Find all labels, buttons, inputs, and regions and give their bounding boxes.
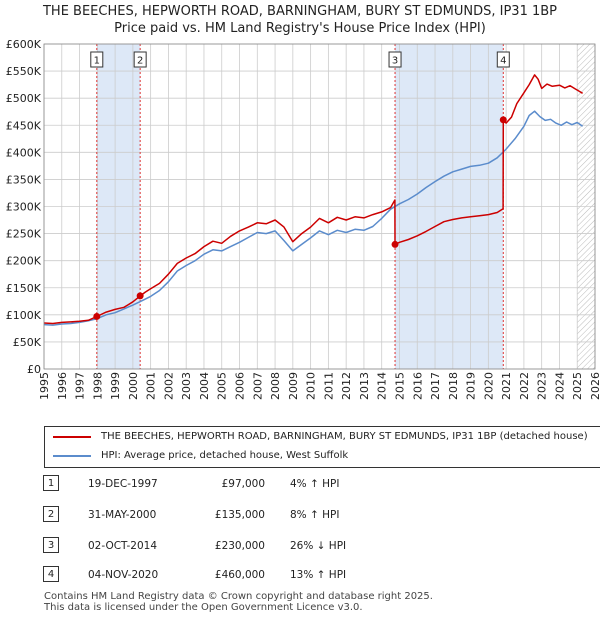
x-tick-label: 2016	[411, 372, 424, 400]
chart-title-line1: THE BEECHES, HEPWORTH ROAD, BARNINGHAM, …	[42, 4, 557, 19]
x-tick-label: 2006	[234, 372, 247, 400]
sale-marker-label: 3	[392, 56, 398, 67]
y-tick-label: £50K	[13, 336, 42, 349]
y-tick-label: £600K	[6, 38, 42, 51]
x-tick-label: 2004	[198, 372, 211, 400]
sale-point	[499, 116, 507, 124]
sale-hpi-diff: 26% ↓ HPI	[290, 540, 347, 552]
sale-point	[391, 240, 399, 248]
x-tick-label: 1996	[56, 372, 69, 400]
y-tick-label: £550K	[6, 65, 42, 78]
sale-row: 4 04-NOV-2020 £460,000 13% ↑ HPI	[0, 565, 600, 585]
sale-marker-label: 1	[94, 56, 100, 67]
sale-hpi-diff: 4% ↑ HPI	[290, 478, 340, 490]
x-tick-label: 2005	[216, 372, 229, 400]
y-tick-label: £200K	[6, 255, 42, 268]
y-tick-label: £100K	[6, 309, 42, 322]
x-tick-label: 2013	[358, 372, 371, 400]
sale-price: £230,000	[214, 540, 265, 552]
x-tick-label: 2020	[482, 372, 495, 400]
plot-frame	[43, 43, 596, 370]
x-tick-label: 2012	[340, 372, 353, 400]
sale-price: £460,000	[214, 569, 265, 581]
y-tick-label: £500K	[6, 92, 42, 105]
x-tick-label: 2011	[322, 372, 335, 400]
sale-marker-box	[496, 51, 510, 68]
x-tick-label: 2018	[447, 372, 460, 400]
property-price-line	[43, 74, 583, 325]
y-tick-label: £350K	[6, 173, 42, 186]
sale-number: 1	[43, 475, 59, 491]
chart-title-line2: Price paid vs. HM Land Registry's House …	[114, 21, 486, 36]
x-tick-label: 2023	[536, 372, 549, 400]
x-tick-label: 1999	[109, 372, 122, 400]
x-tick-label: 1997	[74, 372, 87, 400]
legend-label-property: THE BEECHES, HEPWORTH ROAD, BARNINGHAM, …	[101, 431, 588, 442]
legend-label-hpi: HPI: Average price, detached house, West…	[101, 450, 349, 461]
sale-marker-box	[90, 51, 104, 68]
footer-licence: This data is licensed under the Open Gov…	[44, 602, 363, 613]
x-tick-label: 2003	[180, 372, 193, 400]
x-tick-label: 2026	[589, 372, 600, 400]
chart-legend: THE BEECHES, HEPWORTH ROAD, BARNINGHAM, …	[44, 426, 600, 468]
x-tick-label: 2025	[571, 372, 584, 400]
y-tick-label: £250K	[6, 228, 42, 241]
x-tick-label: 2001	[145, 372, 158, 400]
sale-marker-label: 4	[500, 56, 506, 67]
sale-marker-label: 2	[137, 56, 143, 67]
x-tick-label: 2000	[127, 372, 140, 400]
y-tick-label: £450K	[6, 119, 42, 132]
footer-copyright: Contains HM Land Registry data © Crown c…	[44, 591, 433, 602]
y-tick-label: £400K	[6, 146, 42, 159]
sale-price: £97,000	[221, 478, 265, 490]
sale-row: 3 02-OCT-2014 £230,000 26% ↓ HPI	[0, 536, 600, 556]
sale-point	[93, 312, 101, 320]
x-tick-label: 2021	[500, 372, 513, 400]
y-tick-label: £150K	[6, 282, 42, 295]
x-tick-label: 2014	[376, 372, 389, 400]
sale-number: 3	[43, 537, 59, 553]
x-tick-label: 2008	[269, 372, 282, 400]
y-tick-label: £0	[27, 363, 41, 376]
legend-swatch-property	[53, 436, 91, 438]
sale-date: 31-MAY-2000	[88, 509, 157, 521]
x-tick-label: 2015	[393, 372, 406, 400]
y-tick-label: £300K	[6, 201, 42, 214]
hpi-line	[43, 110, 584, 326]
sale-date: 04-NOV-2020	[88, 569, 159, 581]
x-tick-label: 2022	[518, 372, 531, 400]
sale-price: £135,000	[214, 509, 265, 521]
sale-number: 2	[43, 506, 59, 522]
sale-marker-box	[133, 51, 147, 68]
sale-point	[136, 292, 144, 300]
sale-row: 2 31-MAY-2000 £135,000 8% ↑ HPI	[0, 505, 600, 525]
x-tick-label: 2024	[553, 372, 566, 400]
sale-date: 19-DEC-1997	[88, 478, 158, 490]
x-tick-label: 2010	[305, 372, 318, 400]
sale-date: 02-OCT-2014	[88, 540, 157, 552]
x-tick-label: 1998	[91, 372, 104, 400]
sale-number: 4	[43, 566, 59, 582]
sale-row: 1 19-DEC-1997 £97,000 4% ↑ HPI	[0, 474, 600, 494]
x-tick-label: 2009	[287, 372, 300, 400]
sale-hpi-diff: 13% ↑ HPI	[290, 569, 347, 581]
x-tick-label: 2007	[251, 372, 264, 400]
legend-swatch-hpi	[53, 455, 91, 457]
price-chart: 1 2 3 4 £0 £50K £100K £150K £200K £250K £300K £350K…	[6, 38, 600, 400]
x-tick-label: 2019	[465, 372, 478, 400]
x-tick-label: 2017	[429, 372, 442, 400]
x-tick-label: 1995	[38, 372, 51, 400]
sale-marker-box	[388, 51, 402, 68]
x-tick-label: 2002	[162, 372, 175, 400]
sale-hpi-diff: 8% ↑ HPI	[290, 509, 340, 521]
